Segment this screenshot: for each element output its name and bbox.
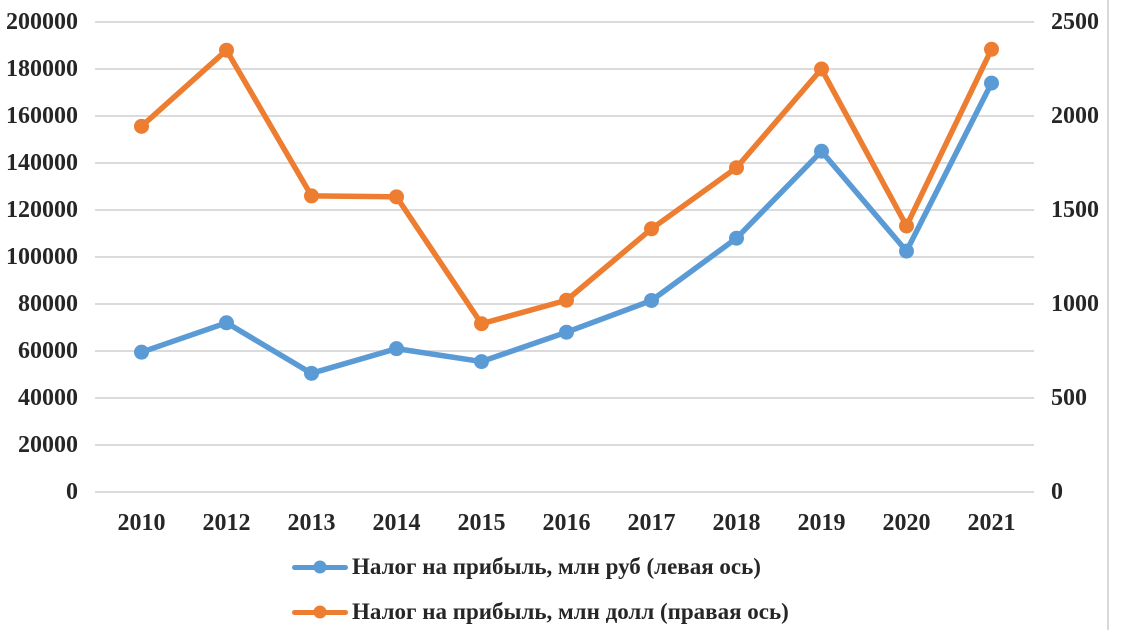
x-axis-tick-label: 2014: [373, 510, 421, 536]
data-point-marker: [899, 243, 914, 259]
data-point-marker: [559, 324, 574, 340]
data-point-marker: [389, 341, 404, 357]
right-axis-tick-label: 1000: [1051, 291, 1099, 317]
data-point-marker: [899, 218, 914, 234]
left-axis-tick-label: 180000: [6, 56, 78, 82]
x-axis-tick-label: 2013: [288, 510, 336, 536]
left-axis-tick-label: 60000: [18, 338, 78, 364]
x-axis-tick-label: 2016: [543, 510, 591, 536]
left-axis-tick-label: 80000: [18, 291, 78, 317]
data-point-marker: [729, 230, 744, 246]
data-point-marker: [644, 221, 659, 237]
data-point-marker: [814, 61, 829, 77]
left-axis-tick-label: 140000: [6, 150, 78, 176]
legend-line-marker-rub: [292, 560, 348, 574]
x-axis-tick-label: 2010: [118, 510, 166, 536]
legend-item-rub: Налог на прибыль, млн руб (левая ось): [292, 553, 789, 581]
data-point-marker: [644, 292, 659, 308]
data-point-marker: [219, 315, 234, 331]
left-axis-tick-label: 0: [66, 479, 78, 505]
data-point-marker: [729, 160, 744, 176]
legend-item-dollar: Налог на прибыль, млн долл (правая ось): [292, 598, 789, 626]
right-axis-tick-label: 1500: [1051, 197, 1099, 223]
right-axis-tick-label: 0: [1051, 479, 1063, 505]
left-axis-tick-label: 100000: [6, 244, 78, 270]
legend-line-marker-dollar: [292, 605, 348, 619]
left-axis-tick-label: 20000: [18, 432, 78, 458]
data-point-marker: [134, 118, 149, 134]
data-point-marker: [814, 143, 829, 159]
left-axis-tick-label: 40000: [18, 385, 78, 411]
data-point-marker: [389, 189, 404, 205]
x-axis-tick-label: 2017: [628, 510, 676, 536]
x-axis-tick-label: 2019: [798, 510, 846, 536]
data-point-marker: [984, 75, 999, 91]
x-axis-tick-label: 2018: [713, 510, 761, 536]
right-axis-tick-label: 2000: [1051, 103, 1099, 129]
x-axis-tick-label: 2020: [883, 510, 931, 536]
data-point-marker: [304, 188, 319, 204]
x-axis-tick-label: 2021: [968, 510, 1016, 536]
data-point-marker: [134, 344, 149, 360]
legend-label-rub: Налог на прибыль, млн руб (левая ось): [352, 554, 761, 579]
data-point-marker: [304, 365, 319, 381]
chart-legend: Налог на прибыль, млн руб (левая ось) На…: [292, 553, 789, 626]
data-point-marker: [984, 41, 999, 57]
data-point-marker: [474, 316, 489, 332]
legend-dot-icon: [313, 560, 327, 574]
x-axis-tick-label: 2015: [458, 510, 506, 536]
data-point-marker: [559, 292, 574, 308]
right-axis-tick-label: 2500: [1051, 9, 1099, 35]
left-axis-tick-label: 200000: [6, 9, 78, 35]
legend-label-dollar: Налог на прибыль, млн долл (правая ось): [352, 599, 789, 624]
data-point-marker: [474, 354, 489, 370]
data-point-marker: [219, 42, 234, 58]
right-axis-tick-label: 500: [1051, 385, 1087, 411]
legend-dot-icon: [313, 605, 327, 619]
left-axis-tick-label: 160000: [6, 103, 78, 129]
left-axis-tick-label: 120000: [6, 197, 78, 223]
x-axis-tick-label: 2012: [203, 510, 251, 536]
series-line: [138, 46, 995, 327]
